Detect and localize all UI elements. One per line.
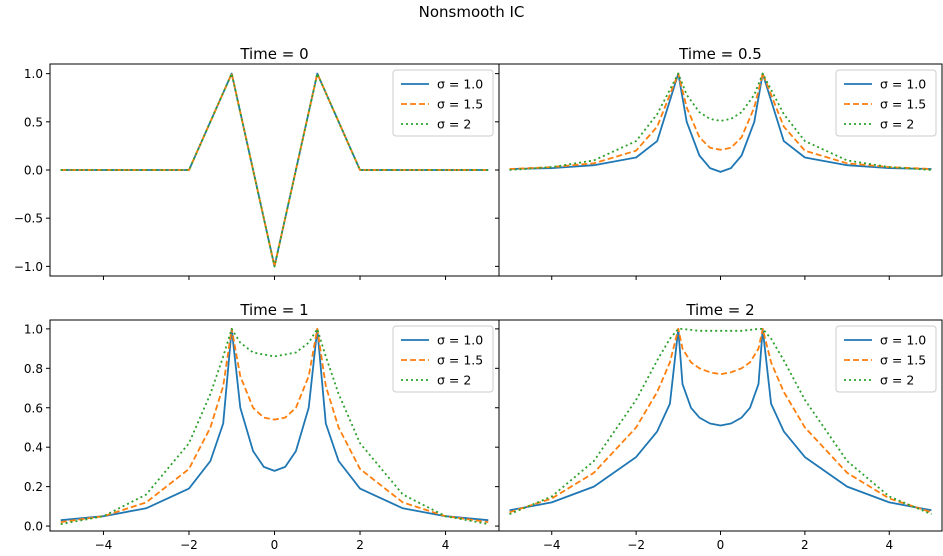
- y-tick-label: 0.6: [24, 401, 43, 415]
- y-tick-label: 0.5: [24, 115, 43, 129]
- series-line-sigma-1-0: [60, 327, 489, 522]
- legend: σ = 1.0 σ = 1.5 σ = 2: [835, 325, 937, 393]
- legend-label-sigma-2: σ = 2: [880, 117, 914, 132]
- figure-suptitle: Nonsmooth IC: [419, 3, 525, 21]
- x-tick-label: 4: [442, 538, 450, 552]
- legend-box: [392, 69, 494, 137]
- subplot-2: Time = 0.5 σ = 1.0 σ = 1.5 σ = 2: [495, 45, 943, 280]
- x-tick-label: −2: [627, 538, 645, 552]
- subplot-3: Time = 1 0.0 0.2 0.4 0.6 0.8 1.0 −4 −2 0 2 4 σ = 1.0…: [24, 301, 500, 552]
- y-tick-label: −0.5: [14, 212, 43, 226]
- legend-label-sigma-1-0: σ = 1.0: [880, 333, 926, 348]
- legend-box: [835, 69, 937, 137]
- x-tick-label: 0: [717, 538, 725, 552]
- y-tick-label: 0.4: [24, 441, 43, 455]
- series-line-sigma-1-5: [509, 72, 932, 170]
- y-tick-label: −1.0: [14, 260, 43, 274]
- subplot-title: Time = 0.5: [678, 45, 762, 63]
- legend-label-sigma-2: σ = 2: [437, 117, 471, 132]
- subplot-1: Time = 01.00.50.0−0.5−1.0σ = 1.0σ = 1.5σ…: [14, 45, 500, 280]
- series-line-sigma-2: [60, 72, 489, 268]
- x-tick-label: 4: [885, 538, 893, 552]
- legend-label-sigma-1-0: σ = 1.0: [437, 333, 483, 348]
- y-tick-label: 0.8: [24, 362, 43, 376]
- series-line-sigma-2: [60, 327, 489, 525]
- series-line-sigma-2: [509, 327, 932, 516]
- legend-box: [392, 325, 494, 393]
- legend: σ = 1.0 σ = 1.5 σ = 2: [392, 69, 494, 137]
- legend-label-sigma-1-5: σ = 1.5: [880, 97, 926, 112]
- series-line-sigma-1-0: [509, 327, 932, 512]
- legend: σ = 1.0 σ = 1.5 σ = 2: [392, 325, 494, 393]
- legend-label-sigma-1-5: σ = 1.5: [437, 97, 483, 112]
- legend: σ = 1.0 σ = 1.5 σ = 2: [835, 69, 937, 137]
- y-tick-label: 1.0: [24, 322, 43, 336]
- x-tick-label: 2: [801, 538, 809, 552]
- series-line-sigma-1-5: [509, 327, 932, 514]
- subplot-title: Time = 1: [239, 301, 308, 319]
- series-line-sigma-1-0: [509, 72, 932, 173]
- series-line-sigma-1-5: [60, 327, 489, 523]
- legend-label-sigma-2: σ = 2: [437, 373, 471, 388]
- legend-label-sigma-1-0: σ = 1.0: [880, 77, 926, 92]
- subplot-title: Time = 2: [685, 301, 754, 319]
- legend-label-sigma-1-5: σ = 1.5: [880, 353, 926, 368]
- y-tick-label: 0.0: [24, 164, 43, 178]
- subplot-title: Time = 0: [239, 45, 308, 63]
- x-tick-label: 2: [356, 538, 364, 552]
- x-tick-label: −4: [543, 538, 561, 552]
- y-tick-label: 0.0: [24, 520, 43, 534]
- y-tick-label: 1.0: [24, 67, 43, 81]
- subplot-4: Time = 2 −4 −2 0 2 4 σ = 1.0 σ = 1.5 σ = 2: [495, 301, 943, 552]
- series-line-sigma-2: [509, 72, 932, 171]
- y-tick-label: 0.2: [24, 480, 43, 494]
- x-tick-label: −2: [180, 538, 198, 552]
- legend-label-sigma-1-5: σ = 1.5: [437, 353, 483, 368]
- legend-label-sigma-2: σ = 2: [880, 373, 914, 388]
- x-tick-label: −4: [95, 538, 113, 552]
- legend-label-sigma-1-0: σ = 1.0: [437, 77, 483, 92]
- legend-box: [835, 325, 937, 393]
- x-tick-label: 0: [271, 538, 279, 552]
- series-line-sigma-1-5: [60, 72, 489, 268]
